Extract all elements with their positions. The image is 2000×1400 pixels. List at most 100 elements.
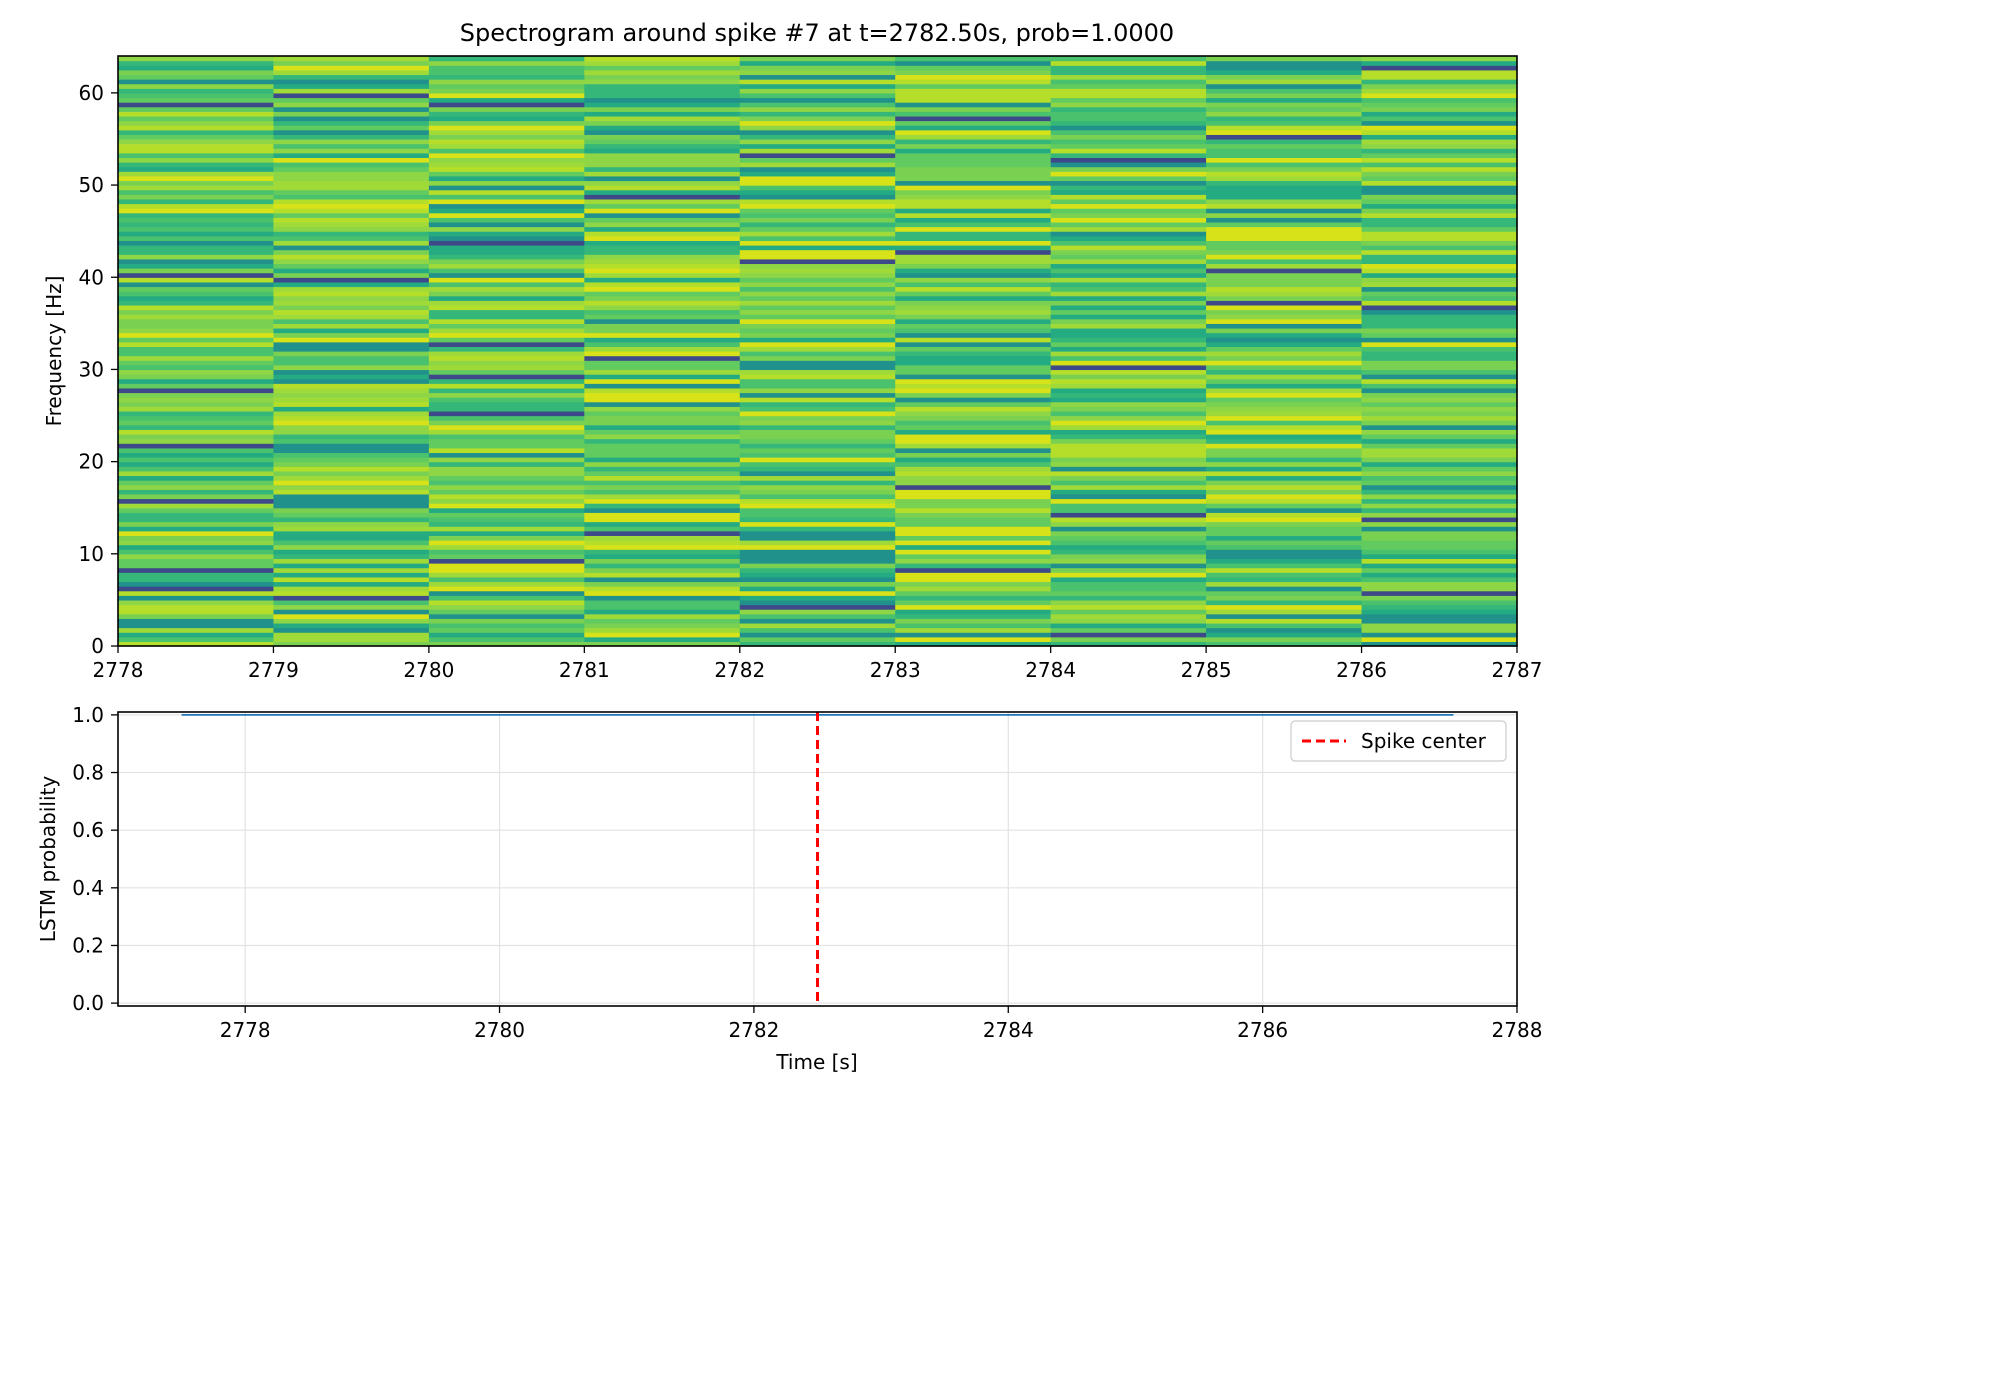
spectrogram-cell — [1050, 567, 1207, 573]
spectrogram-cell — [895, 69, 1052, 76]
spectrogram-cell — [428, 507, 585, 513]
spectrogram-cell — [584, 521, 741, 527]
spectrogram-cell — [584, 503, 741, 509]
spectrogram-cell — [739, 79, 896, 85]
spectrogram-cell — [1361, 503, 1518, 509]
spectrogram-cell — [1206, 475, 1363, 481]
spectrogram-cell — [1361, 374, 1518, 380]
spectrogram-cell — [895, 604, 1052, 610]
spectrogram-cell — [118, 480, 275, 486]
spectrogram-cell — [1206, 433, 1363, 440]
spectrogram-cell — [1206, 88, 1363, 94]
spectrogram-cell — [1050, 69, 1207, 76]
spectrogram-cell — [1361, 74, 1518, 80]
spectrogram-cell — [895, 115, 1052, 122]
spectrogram-cell — [1050, 65, 1207, 71]
spectrogram-cell — [1361, 125, 1518, 131]
spectrogram-cell — [273, 346, 430, 352]
spectrogram-cell — [584, 378, 741, 384]
spectrogram-cell — [1361, 595, 1518, 601]
spectrogram-cell — [1050, 286, 1207, 292]
spectrogram-cell — [118, 374, 275, 380]
spectrogram-cell — [1206, 627, 1363, 633]
spectrogram-cell — [1206, 217, 1363, 223]
spectrogram-cell — [1050, 74, 1207, 80]
spectrogram-cell — [1050, 493, 1207, 500]
spectrogram-cell — [1361, 106, 1518, 112]
x-tick-label: 2781 — [559, 658, 610, 682]
spectrogram-cell — [1206, 567, 1363, 573]
spectrogram-cell — [1206, 212, 1363, 218]
spectrogram-cell — [1206, 337, 1363, 343]
spectrogram-cell — [273, 604, 430, 610]
spectrogram-cell — [118, 231, 275, 237]
spectrogram-cell — [428, 484, 585, 490]
spectrogram-cell — [1206, 111, 1363, 117]
spectrogram-cell — [1206, 327, 1363, 334]
spectrogram-cell — [895, 397, 1052, 403]
spectrogram-cell — [428, 429, 585, 435]
spectrogram-cell — [584, 125, 741, 131]
spectrogram-cell — [584, 69, 741, 76]
spectrogram-cell — [895, 203, 1052, 209]
spectrogram-cell — [584, 544, 741, 550]
spectrogram-cell — [739, 162, 896, 168]
spectrogram-cell — [118, 240, 275, 246]
spectrogram-cell — [1050, 438, 1207, 444]
spectrogram-cell — [1361, 401, 1518, 407]
spectrogram-cell — [1206, 318, 1363, 324]
spectrogram-cell — [1206, 157, 1363, 163]
spectrogram-cell — [895, 88, 1052, 94]
spectrogram-cell — [273, 221, 430, 228]
spectrogram-cell — [273, 475, 430, 481]
spectrogram-cell — [118, 263, 275, 269]
spectrogram-cell — [1050, 212, 1207, 218]
spectrogram-cell — [584, 92, 741, 99]
spectrogram-cell — [584, 558, 741, 564]
spectrogram-cell — [1361, 507, 1518, 513]
spectrogram-cell — [1206, 203, 1363, 209]
spectrogram-cell — [428, 558, 585, 564]
spectrogram-cell — [118, 162, 275, 168]
spectrogram-cell — [1050, 327, 1207, 334]
spectrogram-cell — [118, 516, 275, 523]
spectrogram-cell — [273, 383, 430, 389]
spectrogram-cell — [428, 622, 585, 629]
spectrogram-cell — [1050, 341, 1207, 347]
spectrogram-cell — [1050, 539, 1207, 546]
spectrogram-cell — [1361, 480, 1518, 486]
spectrogram-cell — [1050, 309, 1207, 315]
spectrogram-cell — [584, 277, 741, 283]
spectrogram-cell — [1361, 157, 1518, 163]
spectrogram-cell — [1361, 148, 1518, 154]
spectrogram-cell — [1206, 249, 1363, 255]
spectrogram-cell — [118, 189, 275, 195]
spectrogram-cell — [273, 102, 430, 108]
spectrogram-cell — [584, 83, 741, 89]
spectrogram-cell — [1050, 198, 1207, 205]
spectrogram-cell — [739, 148, 896, 154]
spectrogram-cell — [1206, 166, 1363, 172]
spectrogram-cell — [739, 516, 896, 523]
spectrogram-cell — [1206, 221, 1363, 228]
spectrogram-cell — [1206, 599, 1363, 606]
spectrogram-cell — [428, 111, 585, 117]
spectrogram-cell — [118, 166, 275, 172]
spectrogram-cell — [428, 572, 585, 578]
spectrogram-cell — [118, 355, 275, 361]
spectrogram-cell — [273, 567, 430, 573]
spectrogram-cell — [584, 470, 741, 477]
spectrogram-cell — [428, 503, 585, 509]
legend-label-spike-center: Spike center — [1361, 729, 1487, 753]
spectrogram-cell — [1050, 102, 1207, 108]
spectrogram-cell — [739, 521, 896, 527]
spectrogram-cell — [739, 134, 896, 140]
spectrogram-cell — [1050, 157, 1207, 163]
spectrogram-cell — [1361, 162, 1518, 168]
spectrogram-cell — [1050, 180, 1207, 186]
spectrogram-cell — [1206, 484, 1363, 490]
spectrogram-cell — [118, 406, 275, 412]
spectrogram-cell — [273, 618, 430, 624]
spectrogram-cell — [118, 198, 275, 205]
spectrogram-cell — [118, 364, 275, 371]
